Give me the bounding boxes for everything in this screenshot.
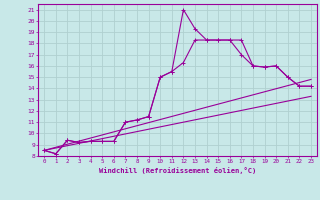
X-axis label: Windchill (Refroidissement éolien,°C): Windchill (Refroidissement éolien,°C) xyxy=(99,167,256,174)
